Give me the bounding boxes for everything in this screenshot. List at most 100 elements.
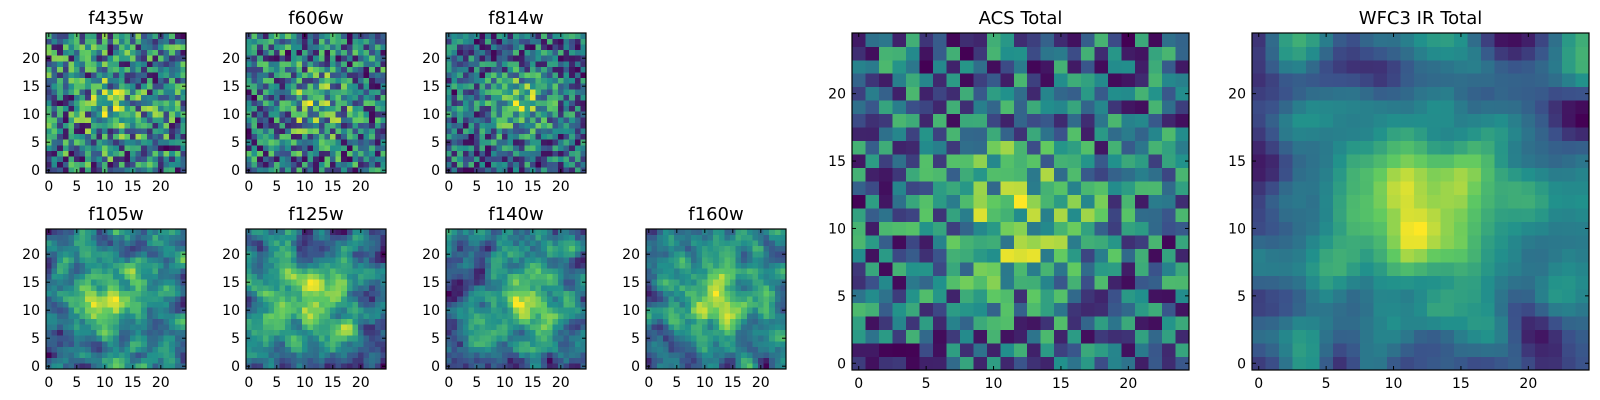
heatmap-cell [496,335,503,342]
heatmap-cell [369,296,376,303]
heatmap-cell [724,296,731,303]
heatmap-cell [79,262,86,269]
heatmap-cell [569,257,576,263]
heatmap-cell [552,257,559,263]
heatmap-cell [313,105,320,112]
heatmap-cell [118,324,125,331]
heatmap-cell [507,324,514,331]
heatmap-cell [62,94,69,101]
heatmap-cell [518,44,525,51]
heatmap-cell [646,352,652,359]
heatmap-cell [352,279,359,286]
heatmap-cell [662,352,669,359]
heatmap-cell [774,245,781,252]
heatmap-cell [369,161,376,168]
heatmap-cell [563,313,570,319]
heatmap-cell [85,318,92,325]
heatmap-cell [852,329,866,344]
heatmap-cell [68,273,75,280]
heatmap-cell [774,313,781,319]
heatmap-cell [246,245,252,252]
heatmap-cell [735,346,742,353]
heatmap-cell [746,301,753,308]
heatmap-cell [57,167,64,174]
heatmap-cell [74,346,80,353]
heatmap-cell [507,44,514,51]
heatmap-cell [674,257,680,263]
heatmap-cell [932,343,947,357]
heatmap-cell [246,357,252,364]
heatmap-cell [335,307,342,314]
heatmap-cell [46,329,52,336]
heatmap-cell [524,268,531,275]
heatmap-cell [457,55,464,62]
heatmap-cell [959,248,974,263]
heatmap-cell [113,273,120,280]
heatmap-cell [718,363,725,370]
heatmap-cell [169,72,176,79]
heatmap-cell [262,290,269,297]
heatmap-cell [296,346,303,353]
heatmap-cell [152,285,159,291]
heatmap-cell [135,307,142,314]
heatmap-cell [752,318,759,325]
heatmap-cell [496,100,503,107]
heatmap-cell [163,44,170,51]
heatmap-cell [462,307,469,314]
heatmap-cell [1054,302,1068,317]
heatmap-cell [479,167,486,174]
heatmap-cell [558,44,564,51]
heatmap-cell [290,94,297,101]
heatmap-cell [268,156,275,163]
heatmap-cell [102,72,108,79]
heatmap-cell [62,145,69,151]
heatmap-cell [180,245,187,252]
heatmap-cell [973,289,988,303]
heatmap-cell [513,285,520,291]
heatmap-cell [341,234,348,241]
heatmap-cell [285,245,292,252]
heatmap-cell [468,229,475,235]
heatmap-cell [462,251,469,258]
heatmap-cell [563,94,570,101]
heatmap-cell [341,296,348,303]
heatmap-cell [485,335,492,342]
heatmap-cell [569,363,576,370]
heatmap-cell [335,122,342,129]
heatmap-cell [290,279,297,286]
heatmap-cell [546,346,553,353]
heatmap-cell [513,301,520,308]
heatmap-cell [158,357,164,364]
heatmap-cell [468,145,475,151]
heatmap-cell [479,122,486,129]
heatmap-cell [651,240,658,247]
heatmap-cell [57,352,64,359]
heatmap-cell [158,245,164,252]
heatmap-cell [85,234,92,241]
heatmap-cell [152,128,159,135]
heatmap-cell [496,38,503,45]
heatmap-cell [113,301,120,308]
heatmap-cell [541,335,548,342]
heatmap-cell [707,301,714,308]
heatmap-cell [251,346,258,353]
heatmap-cell [530,346,536,353]
heatmap-cell [180,257,187,263]
heatmap-cell [146,44,153,51]
heatmap-cell [262,77,269,84]
heatmap-cell [580,72,587,79]
heatmap-cell [352,145,359,151]
heatmap-cell [318,279,325,286]
heatmap-cell [130,313,136,319]
heatmap-cell [146,285,153,291]
heatmap-cell [135,139,142,146]
heatmap-cell [107,268,114,275]
heatmap-cell [158,105,164,112]
x-tick-label: 0 [44,375,53,391]
heatmap-cell [257,49,264,56]
heatmap-cell [1013,208,1028,223]
heatmap-cell [457,268,464,275]
heatmap-cell [919,235,934,249]
heatmap-cell [363,161,370,168]
heatmap-cell [552,44,559,51]
